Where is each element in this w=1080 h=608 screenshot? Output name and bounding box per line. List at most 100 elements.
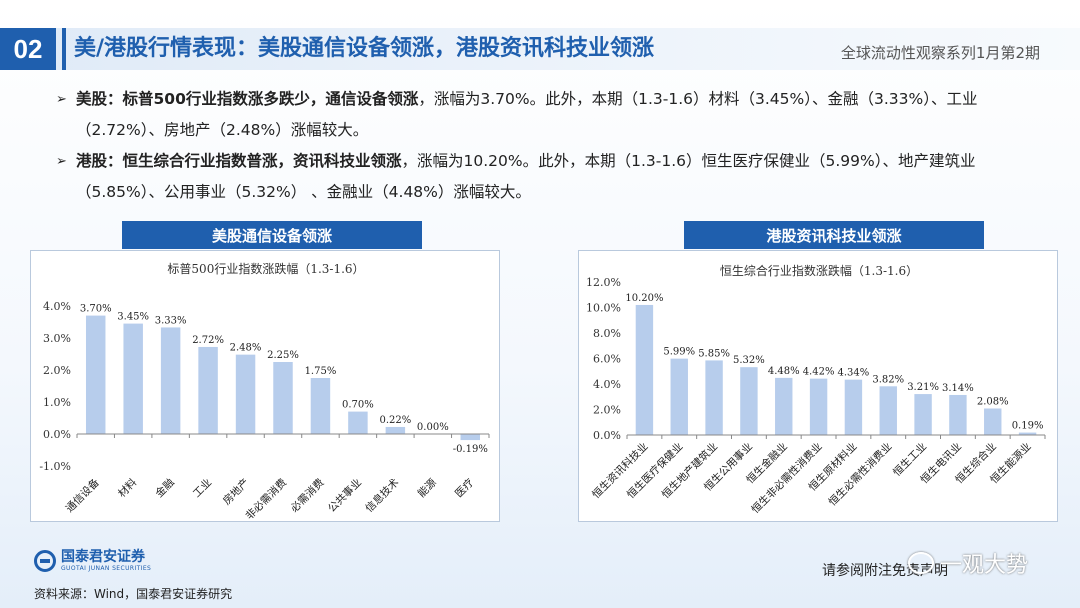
data-label: 0.19% — [1012, 421, 1044, 432]
chart-tab-hk: 港股资讯科技业领涨 — [684, 221, 984, 249]
bullet-lead: 美股：标普500行业指数涨多跌少，通信设备领涨 — [76, 90, 419, 108]
logo-cn: 国泰君安证券 — [61, 549, 145, 565]
y-tick-label: 12.0% — [586, 276, 621, 289]
y-tick-label: 2.0% — [593, 404, 621, 417]
bar — [235, 354, 256, 434]
data-label: 0.00% — [417, 422, 449, 433]
category-label: 房地产 — [220, 476, 251, 507]
data-label: 4.34% — [838, 368, 870, 379]
data-label: 4.42% — [803, 367, 835, 378]
y-tick-label: 4.0% — [43, 300, 71, 313]
data-label: 5.85% — [698, 348, 730, 359]
category-label: 能源 — [415, 476, 439, 500]
bar — [984, 408, 1002, 435]
category-label: 恒生必需性消费业 — [826, 440, 895, 509]
category-label: 信息技术 — [363, 476, 402, 515]
category-label: 医疗 — [452, 476, 476, 500]
chart-title: 标普500行业指数涨跌幅（1.3-1.6） — [167, 261, 364, 276]
data-label: 0.70% — [342, 400, 374, 411]
category-label: 通信设备 — [63, 476, 102, 515]
category-label: 公共事业 — [325, 476, 364, 515]
y-tick-label: 0.0% — [43, 428, 71, 441]
bar — [705, 360, 723, 435]
bullet-hk-market: ➢ 港股：恒生综合行业指数普涨，资讯科技业领涨，涨幅为10.20%。此外，本期（… — [52, 146, 1042, 208]
bar — [123, 323, 143, 434]
bar — [385, 426, 406, 434]
chart-tab-us: 美股通信设备领涨 — [122, 221, 422, 249]
data-label: 3.45% — [117, 312, 149, 323]
data-label: 5.99% — [663, 347, 695, 358]
bar — [949, 394, 967, 435]
category-label: 材料 — [115, 476, 139, 500]
bar — [844, 379, 863, 435]
summary-bullets: ➢ 美股：标普500行业指数涨多跌少，通信设备领涨，涨幅为3.70%。此外，本期… — [52, 84, 1042, 208]
bar — [740, 367, 758, 435]
bullet-lead: 港股：恒生综合行业指数普涨，资讯科技业领涨 — [76, 152, 402, 170]
watermark: 一观大势 — [908, 547, 1028, 579]
bar — [1018, 432, 1037, 435]
bar — [460, 434, 481, 441]
bar — [635, 304, 654, 435]
us-sector-chart: 标普500行业指数涨跌幅（1.3-1.6） -1.0% 0.0% 1.0% 2.0% 3.… — [30, 250, 500, 522]
data-label: 3.70% — [80, 304, 112, 315]
category-label: 金融 — [153, 476, 177, 500]
data-label: 1.75% — [305, 366, 337, 377]
logo-mark-icon — [34, 550, 56, 572]
bar — [914, 394, 932, 435]
page-title: 美/港股行情表现：美股通信设备领涨，港股资讯科技业领涨 — [74, 36, 655, 61]
bar — [775, 377, 793, 435]
y-tick-label: 10.0% — [586, 302, 621, 315]
data-label: 2.72% — [192, 335, 224, 346]
data-label: -0.19% — [453, 444, 488, 455]
data-label: 3.82% — [872, 374, 904, 385]
data-label: 4.48% — [768, 366, 800, 377]
arrow-bullet-icon: ➢ — [56, 92, 67, 107]
bar — [85, 315, 106, 434]
company-logo: 国泰君安证券 GUOTAI JUNAN SECURITIES — [34, 550, 151, 572]
data-label: 3.33% — [155, 315, 187, 326]
source-note: 资料来源：Wind，国泰君安证券研究 — [34, 587, 233, 601]
y-tick-label: 3.0% — [43, 332, 71, 345]
data-label: 2.08% — [977, 396, 1009, 407]
bar — [310, 378, 331, 434]
series-tag: 全球流动性观察系列1月第2期 — [840, 44, 1040, 62]
logo-en: GUOTAI JUNAN SECURITIES — [61, 565, 152, 572]
y-tick-label: -1.0% — [39, 460, 71, 473]
y-tick-label: 2.0% — [43, 364, 71, 377]
bar — [809, 378, 828, 435]
bullet-body: ，涨幅为3.70%。此外，本期（1.3-1.6）材料（3.45%）、金融（3.3… — [76, 90, 978, 139]
data-label: 0.22% — [379, 415, 411, 426]
section-number: 02 — [0, 28, 56, 70]
bar — [160, 327, 181, 434]
us-sector-chart-svg: 标普500行业指数涨跌幅（1.3-1.6） -1.0% 0.0% 1.0% 2.0% 3.… — [39, 261, 490, 522]
data-label: 2.25% — [267, 350, 299, 361]
category-label: 非必需消费 — [243, 476, 289, 522]
wechat-icon — [908, 552, 934, 574]
bullet-body: ，涨幅为10.20%。此外，本期（1.3-1.6）恒生医疗保健业（5.99%）、… — [76, 152, 976, 201]
data-label: 2.48% — [230, 343, 262, 354]
bar — [879, 386, 897, 435]
chart-title: 恒生综合行业指数涨跌幅（1.3-1.6） — [720, 263, 918, 278]
data-label: 3.14% — [942, 383, 974, 394]
data-label: 3.21% — [907, 382, 939, 393]
bar — [273, 362, 293, 434]
y-tick-label: 8.0% — [593, 327, 621, 340]
y-tick-label: 0.0% — [593, 429, 621, 442]
y-tick-label: 4.0% — [593, 378, 621, 391]
bar — [670, 358, 688, 435]
hk-sector-chart: 恒生综合行业指数涨跌幅（1.3-1.6） 0.0% 2.0% 4.0% 6.0% 8.0%… — [578, 250, 1058, 522]
category-label: 工业 — [191, 477, 214, 500]
y-tick-label: 1.0% — [43, 396, 71, 409]
y-tick-label: 6.0% — [593, 353, 621, 366]
data-label: 10.20% — [625, 293, 663, 304]
watermark-text: 一观大势 — [940, 553, 1029, 578]
bar — [348, 411, 368, 434]
bar — [198, 346, 218, 434]
category-label: 必需消费 — [288, 476, 327, 515]
header-band — [0, 28, 1080, 70]
bullet-us-market: ➢ 美股：标普500行业指数涨多跌少，通信设备领涨，涨幅为3.70%。此外，本期… — [52, 84, 1042, 146]
hk-sector-chart-svg: 恒生综合行业指数涨跌幅（1.3-1.6） 0.0% 2.0% 4.0% 6.0% 8.0%… — [586, 263, 1046, 516]
arrow-bullet-icon: ➢ — [56, 154, 67, 169]
data-label: 5.32% — [733, 355, 765, 366]
title-accent-bar — [62, 28, 66, 70]
